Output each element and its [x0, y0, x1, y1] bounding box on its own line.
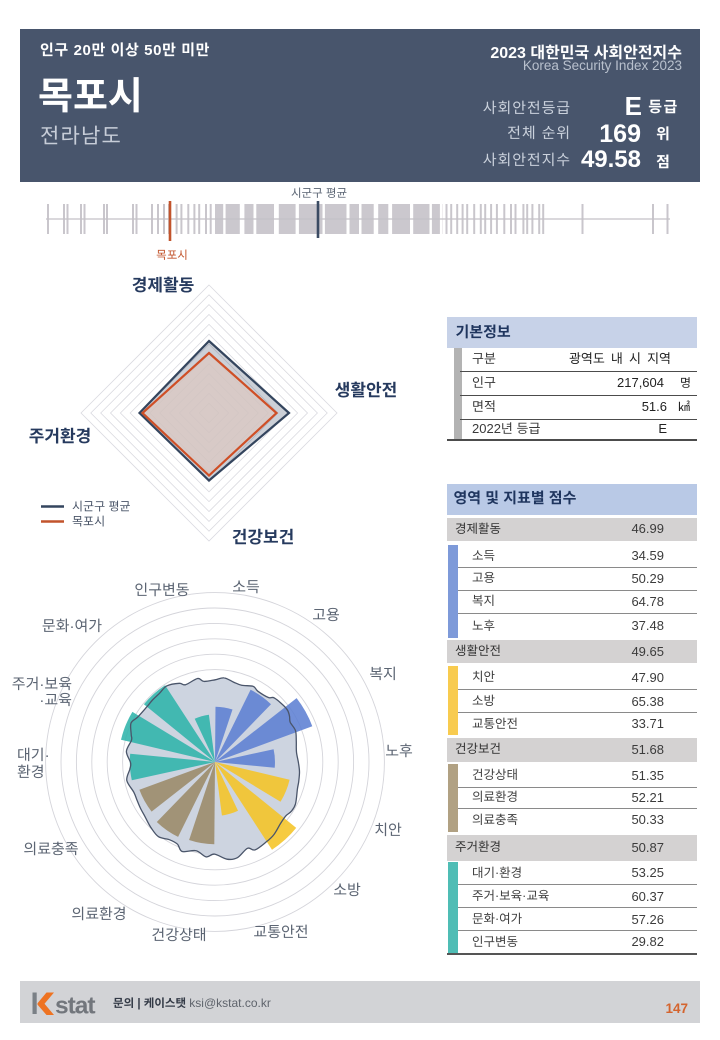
svg-text:목포시: 목포시 [156, 249, 188, 262]
svg-text:목포시: 목포시 [72, 515, 105, 529]
svg-text:복지: 복지 [369, 666, 397, 683]
svg-text:인구변동: 인구변동 [134, 582, 189, 599]
svg-text:고용: 고용 [312, 607, 340, 624]
svg-text:시군구 평균: 시군구 평균 [291, 187, 347, 200]
svg-text:의료충족: 의료충족 [23, 841, 78, 858]
svg-text:주거·보육: 주거·보육 [12, 676, 72, 693]
svg-text:stat: stat [55, 992, 95, 1017]
svg-text:환경: 환경 [17, 764, 45, 781]
svg-text:건강보건: 건강보건 [232, 528, 295, 547]
svg-text:치안: 치안 [374, 822, 402, 839]
svg-text:대기·: 대기· [17, 747, 50, 764]
svg-text:·교육: ·교육 [39, 692, 72, 709]
svg-text:주거환경: 주거환경 [29, 427, 92, 446]
svg-text:소득: 소득 [232, 579, 260, 596]
svg-text:문화·여가: 문화·여가 [42, 618, 102, 635]
svg-text:생활안전: 생활안전 [335, 381, 398, 400]
svg-text:소방: 소방 [333, 882, 361, 899]
svg-text:경제활동: 경제활동 [132, 276, 195, 295]
svg-text:노후: 노후 [385, 743, 413, 760]
svg-text:시군구 평균: 시군구 평균 [72, 500, 131, 514]
svg-text:의료환경: 의료환경 [71, 906, 126, 923]
svg-text:건강상태: 건강상태 [151, 927, 206, 944]
svg-text:교통안전: 교통안전 [253, 924, 308, 941]
